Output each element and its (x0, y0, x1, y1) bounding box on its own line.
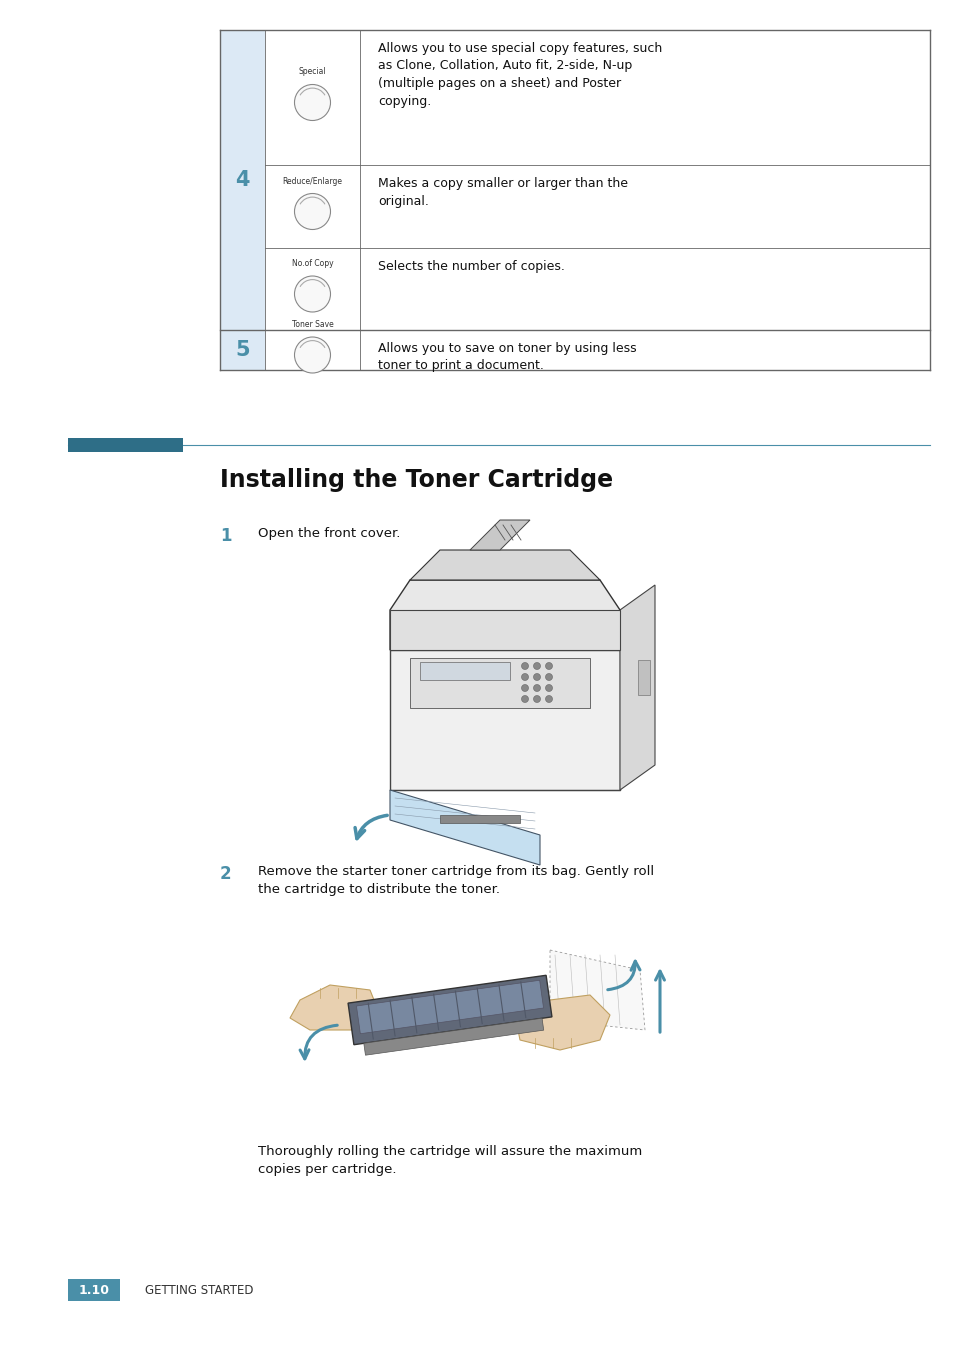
Bar (68, 438, 183, 452)
Text: 2: 2 (220, 865, 232, 883)
Circle shape (521, 662, 528, 670)
Circle shape (294, 85, 330, 120)
Text: Installing the Toner Cartridge: Installing the Toner Cartridge (220, 468, 613, 492)
Text: Allows you to save on toner by using less
toner to print a document.: Allows you to save on toner by using les… (377, 342, 636, 372)
Circle shape (545, 662, 552, 670)
Circle shape (533, 685, 540, 692)
Polygon shape (390, 580, 619, 650)
Polygon shape (390, 650, 619, 790)
Circle shape (521, 685, 528, 692)
Text: No.of Copy: No.of Copy (292, 259, 333, 268)
Circle shape (294, 194, 330, 229)
Bar (410, 658, 589, 708)
Text: 5: 5 (235, 340, 250, 360)
Text: Makes a copy smaller or larger than the
original.: Makes a copy smaller or larger than the … (377, 177, 627, 208)
Text: 1.10: 1.10 (78, 1285, 110, 1298)
Polygon shape (619, 585, 655, 790)
Text: Remove the starter toner cartridge from its bag. Gently roll
the cartridge to di: Remove the starter toner cartridge from … (257, 865, 654, 896)
Polygon shape (550, 950, 644, 1030)
Text: Open the front cover.: Open the front cover. (257, 527, 400, 541)
Circle shape (521, 696, 528, 702)
Circle shape (294, 337, 330, 373)
Circle shape (545, 674, 552, 681)
Text: Special: Special (298, 67, 326, 77)
Text: Allows you to use special copy features, such
as Clone, Collation, Auto fit, 2-s: Allows you to use special copy features,… (377, 42, 661, 108)
Bar (439, 816, 519, 824)
Text: 4: 4 (235, 170, 250, 190)
Text: Toner Save: Toner Save (292, 319, 333, 329)
Bar (68, 1279, 120, 1301)
Circle shape (533, 662, 540, 670)
Polygon shape (390, 611, 619, 650)
Circle shape (533, 696, 540, 702)
Polygon shape (290, 985, 379, 1030)
Polygon shape (348, 976, 552, 1045)
Bar (220, 30, 265, 330)
Text: Selects the number of copies.: Selects the number of copies. (377, 260, 564, 274)
Circle shape (533, 674, 540, 681)
Bar (638, 661, 649, 696)
Text: Thoroughly rolling the cartridge will assure the maximum
copies per cartridge.: Thoroughly rolling the cartridge will as… (257, 1144, 641, 1175)
Polygon shape (470, 520, 530, 550)
Polygon shape (410, 550, 599, 580)
Bar (220, 330, 265, 369)
Circle shape (521, 674, 528, 681)
Polygon shape (363, 1018, 543, 1055)
Polygon shape (515, 995, 609, 1050)
Text: 1: 1 (220, 527, 232, 545)
Circle shape (545, 696, 552, 702)
Text: Reduce/Enlarge: Reduce/Enlarge (282, 177, 342, 186)
Polygon shape (356, 980, 543, 1034)
Circle shape (294, 276, 330, 311)
Circle shape (545, 685, 552, 692)
Polygon shape (390, 790, 539, 865)
Bar (419, 662, 510, 679)
Text: GETTING STARTED: GETTING STARTED (145, 1285, 253, 1298)
